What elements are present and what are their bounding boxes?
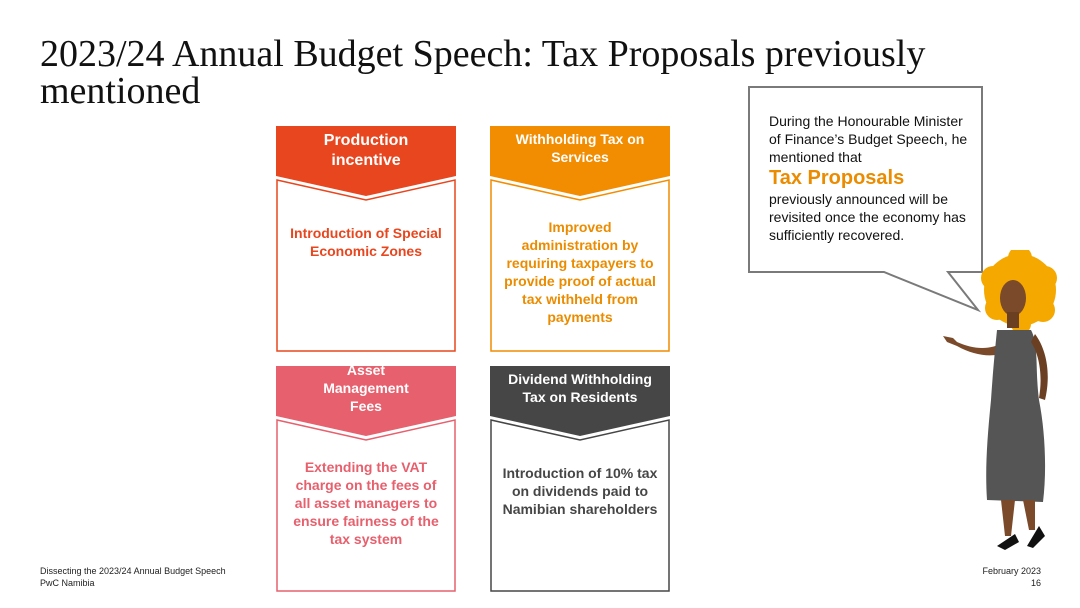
card-body-text: Extending the VAT charge on the fees of …: [293, 459, 439, 547]
page-number: 16: [1030, 578, 1041, 588]
card-heading: Withholding Tax on Services: [515, 131, 645, 165]
card-header-chevron: [490, 126, 670, 196]
card-dividend-withholding-tax: Introduction of 10% tax on dividends pai…: [490, 366, 670, 592]
card-body-outline: [490, 179, 670, 352]
card-header: Asset Management Fees: [276, 362, 456, 438]
presenter-woman-illustration: [943, 250, 1057, 550]
card-header-chevron: [276, 366, 456, 436]
speech-bubble: During the Honourable Minister of Financ…: [748, 86, 988, 316]
card-body-text: Improved administration by requiring tax…: [504, 219, 656, 325]
card-heading: Asset Management Fees: [323, 362, 409, 414]
bubble-outro: previously announced will be revisited o…: [769, 191, 966, 243]
card-production-incentive: Introduction of Special Economic Zones P…: [276, 126, 456, 352]
card-body: Improved administration by requiring tax…: [490, 178, 670, 352]
card-body: Introduction of 10% tax on dividends pai…: [490, 418, 670, 592]
card-header: Production incentive: [276, 126, 456, 198]
bubble-intro: During the Honourable Minister of Financ…: [769, 113, 968, 165]
card-body-outline: [276, 419, 456, 592]
card-body-text: Introduction of Special Economic Zones: [290, 225, 442, 259]
card-heading: Production incentive: [323, 132, 409, 169]
dress-shape: [986, 330, 1046, 502]
card-withholding-tax-services: Improved administration by requiring tax…: [490, 126, 670, 352]
card-body-outline: [490, 419, 670, 592]
card-heading: Dividend Withholding Tax on Residents: [508, 371, 652, 405]
card-header-chevron: [276, 126, 456, 196]
card-asset-management-fees: Extending the VAT charge on the fees of …: [276, 362, 456, 592]
footer-date: February 2023: [982, 566, 1041, 576]
card-header-chevron: [490, 366, 670, 436]
shoe-shape: [1027, 526, 1045, 548]
footer-document-title: Dissecting the 2023/24 Annual Budget Spe…: [40, 566, 226, 576]
arm-shape: [943, 336, 1007, 356]
footer-left: Dissecting the 2023/24 Annual Budget Spe…: [40, 565, 226, 589]
card-header: Withholding Tax on Services: [490, 126, 670, 198]
bubble-highlight: Tax Proposals: [769, 167, 905, 189]
footer-right: February 2023 16: [982, 565, 1041, 589]
shoe-shape: [997, 534, 1019, 550]
footer-company: PwC Namibia: [40, 578, 95, 588]
slide-title: 2023/24 Annual Budget Speech: Tax Propos…: [40, 33, 926, 112]
card-body: Extending the VAT charge on the fees of …: [276, 418, 456, 592]
speech-bubble-outline: [748, 86, 983, 313]
card-body-outline: [276, 179, 456, 352]
card-header: Dividend Withholding Tax on Residents: [490, 366, 670, 438]
card-body-text: Introduction of 10% tax on dividends pai…: [502, 465, 658, 517]
speech-bubble-text: During the Honourable Minister of Financ…: [769, 112, 974, 244]
card-body: Introduction of Special Economic Zones: [276, 178, 456, 352]
face-shape: [1000, 280, 1026, 316]
